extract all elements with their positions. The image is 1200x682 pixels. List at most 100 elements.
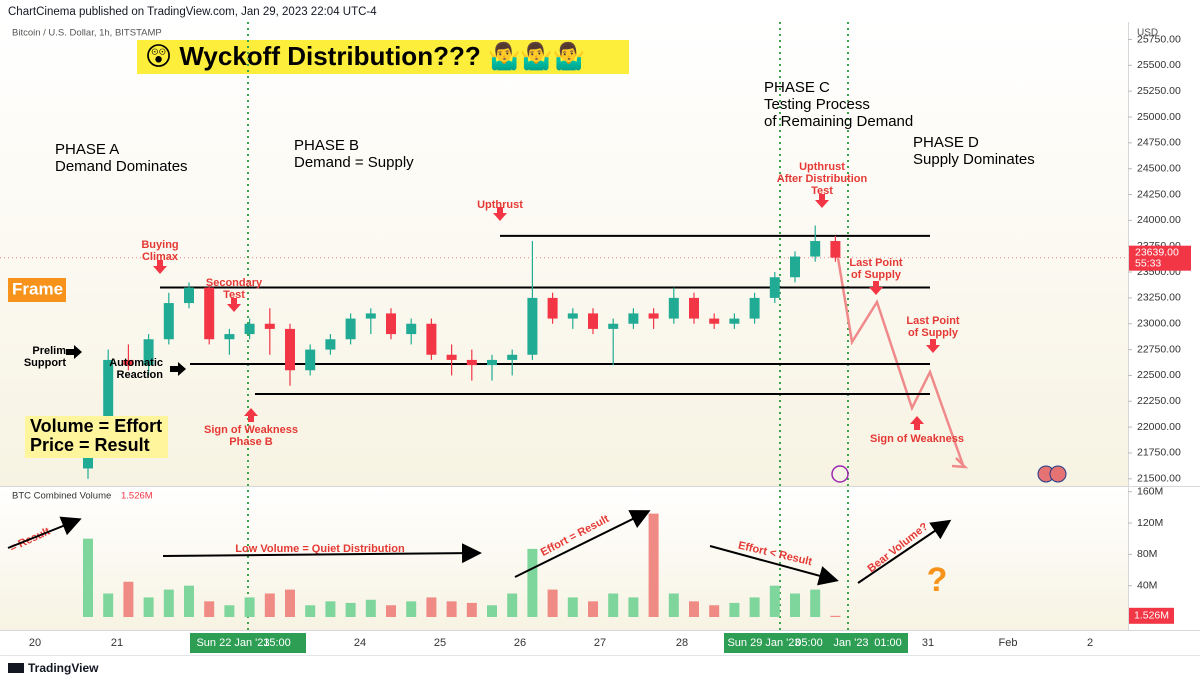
volume-arrow <box>709 545 839 586</box>
y-tick-label: 22000.00 <box>1137 421 1181 433</box>
up-arrow <box>244 408 258 422</box>
last-volume-box <box>1129 607 1174 624</box>
volume-bar <box>365 599 376 617</box>
candle-body <box>123 359 134 366</box>
icons <box>831 465 1067 483</box>
volume-bar <box>608 593 619 617</box>
annotation-text: of Remaining Demand <box>764 113 913 130</box>
y-tick-label: 21500.00 <box>1137 473 1181 485</box>
candle-body <box>547 297 558 319</box>
annotation-text: PHASE A <box>55 141 119 158</box>
x-tick-label: 2 <box>1087 637 1093 649</box>
annotation: Sign of Weakness <box>870 433 964 445</box>
volume-bar <box>345 602 356 617</box>
volume-bar <box>527 548 538 617</box>
volume-legend: BTC Combined Volume <box>12 491 111 502</box>
volume-arrow <box>514 510 651 578</box>
volume-bar <box>406 601 417 617</box>
annotation-text: Prelim <box>32 345 66 357</box>
annotation-text: Support <box>24 357 66 369</box>
candle-body <box>466 359 477 366</box>
down-arrow <box>227 298 241 312</box>
candle-body <box>264 323 275 329</box>
volume-bar <box>547 589 558 617</box>
down-arrow <box>153 260 167 274</box>
y-tick-label: 25250.00 <box>1137 85 1181 97</box>
y-tick-label: 24000.00 <box>1137 214 1181 226</box>
candle-body <box>628 313 639 324</box>
annotation-text: Demand Dominates <box>55 158 188 175</box>
candle-body <box>608 323 619 329</box>
y-tick-label: 24500.00 <box>1137 162 1181 174</box>
y-tick-label: 23250.00 <box>1137 292 1181 304</box>
volume-bar <box>224 605 235 617</box>
volume-arrow <box>857 519 952 584</box>
annotation-text: After Distribution <box>777 173 868 185</box>
candle-body <box>567 313 578 319</box>
projection-arrowhead <box>951 457 969 469</box>
y-tick-label: 24750.00 <box>1137 137 1181 149</box>
annotation: Upthrust <box>477 199 523 211</box>
countdown: 55:33 <box>1135 257 1161 269</box>
candle-body <box>749 297 760 319</box>
annotation-text: Buying <box>141 239 178 251</box>
y-tick-label: 22250.00 <box>1137 395 1181 407</box>
right-arrow <box>170 362 186 376</box>
y-tick-label: 120M <box>1137 517 1163 529</box>
annotation-text: Secondary <box>206 277 263 289</box>
volume-bar <box>264 593 275 617</box>
volume-bar <box>769 585 780 617</box>
candle-body <box>163 303 174 340</box>
price-pane <box>0 22 1128 486</box>
volume-bar <box>628 597 639 617</box>
volume-bar <box>123 581 134 617</box>
x-highlight <box>724 633 842 653</box>
currency: USD <box>1137 28 1158 39</box>
annotation-text: Test <box>223 289 245 301</box>
volume-bar <box>689 601 699 617</box>
volume-bar <box>466 602 477 617</box>
y-tick-label: 21750.00 <box>1137 447 1181 459</box>
annotation-box <box>8 278 66 302</box>
annotation: Low Volume = Quiet Distribution <box>235 543 405 555</box>
annotation-text: Low Volume = Quiet Distribution <box>235 543 405 555</box>
annotation-text: Price = Result <box>30 435 150 455</box>
annotation-text: Last Point <box>849 257 903 269</box>
candle-body <box>244 323 255 335</box>
volume-legend-value: 1.526M <box>121 491 153 502</box>
flag-icon <box>1049 465 1067 483</box>
candle-body <box>446 354 457 360</box>
footer-brand: TradingView <box>28 661 99 675</box>
candle-body <box>790 256 800 278</box>
annotation-text: Demand = Supply <box>294 154 414 171</box>
x-tick-label: 05:00 <box>795 637 823 649</box>
annotation-box <box>25 416 168 458</box>
volume-bar <box>790 593 800 617</box>
volume-bar <box>830 615 841 617</box>
candle-body <box>588 313 598 329</box>
annotation-text: PHASE C <box>764 79 830 96</box>
candle-body <box>487 359 497 366</box>
y-tick-label: 23000.00 <box>1137 318 1181 330</box>
y-tick-label: 24250.00 <box>1137 188 1181 200</box>
candle-body <box>406 323 417 335</box>
candle-body <box>103 359 114 422</box>
volume-arrow <box>7 516 82 549</box>
annotation-text: of Supply <box>908 327 959 339</box>
last-price-box <box>1129 245 1191 271</box>
publisher: ChartCinema published on TradingView.com… <box>8 6 377 18</box>
volume-bar <box>749 597 760 617</box>
annotation-text: Reaction <box>117 369 164 381</box>
volume-bar <box>143 597 154 617</box>
annotation-text: Climax <box>142 251 179 263</box>
volume-bar <box>83 538 93 617</box>
candle-body <box>527 297 538 355</box>
y-tick-label: 25500.00 <box>1137 59 1181 71</box>
annotation: Frame <box>12 279 63 298</box>
volume-bar <box>567 597 578 617</box>
